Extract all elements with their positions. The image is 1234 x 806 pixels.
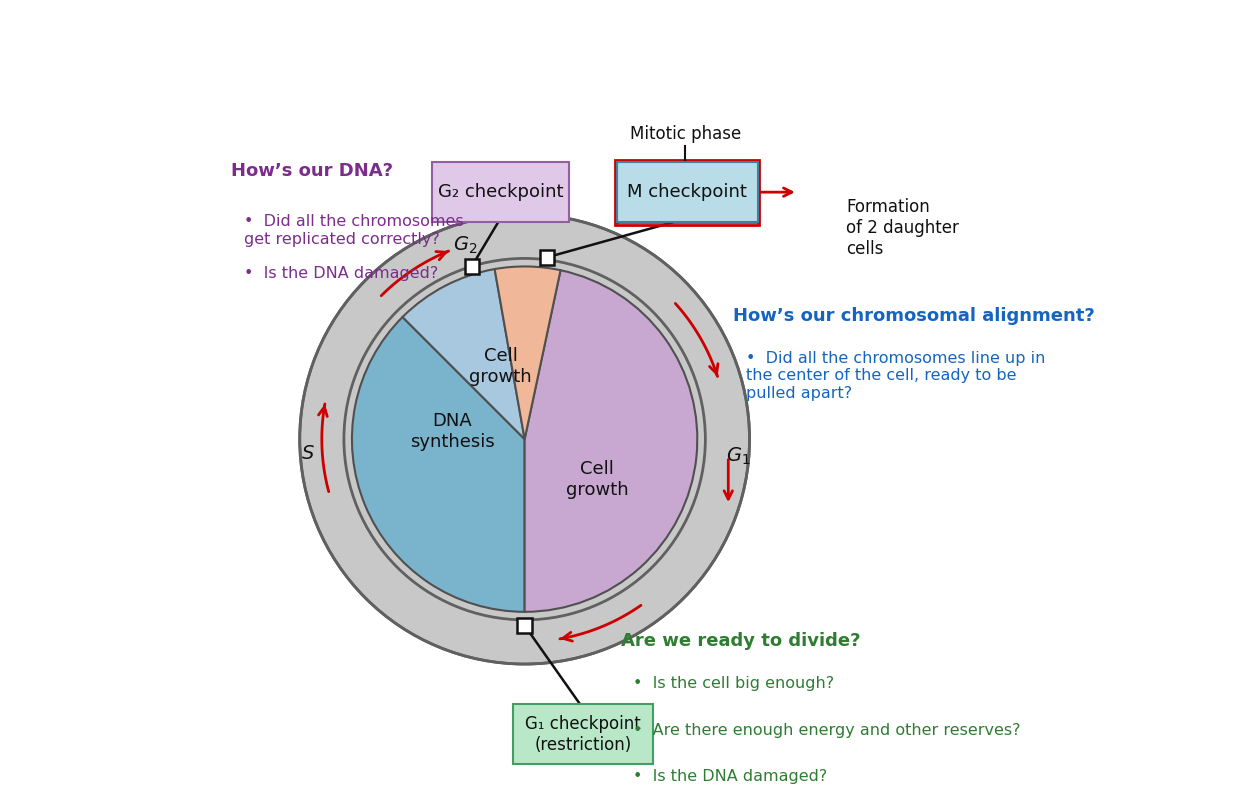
Text: •  Is the DNA damaged?: • Is the DNA damaged? bbox=[633, 769, 827, 784]
Text: $G_1$: $G_1$ bbox=[727, 447, 750, 467]
FancyBboxPatch shape bbox=[512, 704, 653, 764]
Circle shape bbox=[300, 214, 749, 664]
Wedge shape bbox=[495, 267, 560, 439]
Text: DNA
synthesis: DNA synthesis bbox=[410, 412, 495, 451]
Text: Are we ready to divide?: Are we ready to divide? bbox=[621, 632, 860, 650]
Text: M checkpoint: M checkpoint bbox=[627, 183, 748, 202]
Wedge shape bbox=[524, 270, 697, 612]
Text: How’s our chromosomal alignment?: How’s our chromosomal alignment? bbox=[733, 306, 1096, 325]
Text: Mitotic phase: Mitotic phase bbox=[629, 125, 740, 143]
FancyBboxPatch shape bbox=[432, 162, 569, 222]
Text: $G_2$: $G_2$ bbox=[453, 235, 478, 256]
Text: G₁ checkpoint
(restriction): G₁ checkpoint (restriction) bbox=[524, 715, 640, 754]
Text: Formation
of 2 daughter
cells: Formation of 2 daughter cells bbox=[847, 198, 959, 258]
Bar bbox=[539, 250, 554, 264]
Text: •  Are there enough energy and other reserves?: • Are there enough energy and other rese… bbox=[633, 723, 1021, 737]
FancyBboxPatch shape bbox=[617, 162, 758, 222]
Text: •  Is the cell big enough?: • Is the cell big enough? bbox=[633, 676, 834, 691]
Bar bbox=[517, 618, 532, 633]
Bar bbox=[464, 259, 479, 273]
Text: $S$: $S$ bbox=[301, 444, 315, 463]
Wedge shape bbox=[402, 269, 524, 439]
Text: G₂ checkpoint: G₂ checkpoint bbox=[438, 183, 563, 202]
Text: •  Is the DNA damaged?: • Is the DNA damaged? bbox=[243, 267, 438, 281]
Text: Cell
growth: Cell growth bbox=[565, 460, 628, 499]
Text: •  Did all the chromosomes
get replicated correctly?: • Did all the chromosomes get replicated… bbox=[243, 214, 463, 247]
Wedge shape bbox=[352, 317, 524, 612]
Text: Cell
growth: Cell growth bbox=[469, 347, 532, 386]
Text: •  Did all the chromosomes line up in
the center of the cell, ready to be
pulled: • Did all the chromosomes line up in the… bbox=[745, 351, 1045, 401]
Text: How’s our DNA?: How’s our DNA? bbox=[232, 162, 394, 180]
